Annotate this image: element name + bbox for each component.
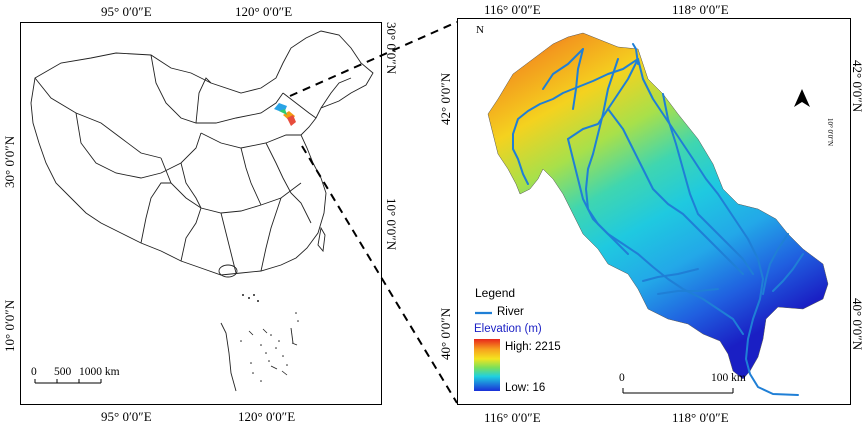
right-bottom-lon-118: 118° 0′0″E [672,410,729,425]
corner-label-n: N [476,24,484,36]
left-top-lon-120: 120° 0′0″E [235,4,293,19]
study-area-highlight [274,103,296,126]
left-bottom-lon-120: 120° 0′0″E [238,409,296,424]
elevation-colorbar [474,339,500,391]
legend-elevation-title: Elevation (m) [474,323,542,335]
left-scale-1000: 1000 km [79,366,120,378]
left-bottom-lon-95: 95° 0′0″E [101,409,152,424]
china-provinces-map [30,30,374,392]
right-top-lon-116: 116° 0′0″E [484,2,541,17]
china-overview-map: 0 500 1000 km [20,22,382,405]
right-scale-0: 0 [619,372,625,384]
left-top-lon-95: 95° 0′0″E [101,4,152,19]
legend-low-label: Low: 16 [505,382,546,394]
right-scale-bar [622,388,734,394]
legend-high-label: High: 2215 [505,341,561,353]
left-scale-bar [34,379,102,384]
left-scale-0: 0 [31,366,37,378]
river-network [512,43,804,396]
right-scale-100: 100 km [711,372,746,384]
legend-title: Legend [475,286,516,300]
right-bottom-lon-116: 116° 0′0″E [484,410,541,425]
watershed-elevation-map: N Legend River Elevation (m) High: 2215 … [457,18,851,405]
left-scale-500: 500 [54,366,72,378]
watershed-dem [474,32,829,396]
legend-river-label: River [497,306,524,318]
north-arrow-icon [794,89,810,107]
right-top-lon-118: 118° 0′0″E [672,2,729,17]
